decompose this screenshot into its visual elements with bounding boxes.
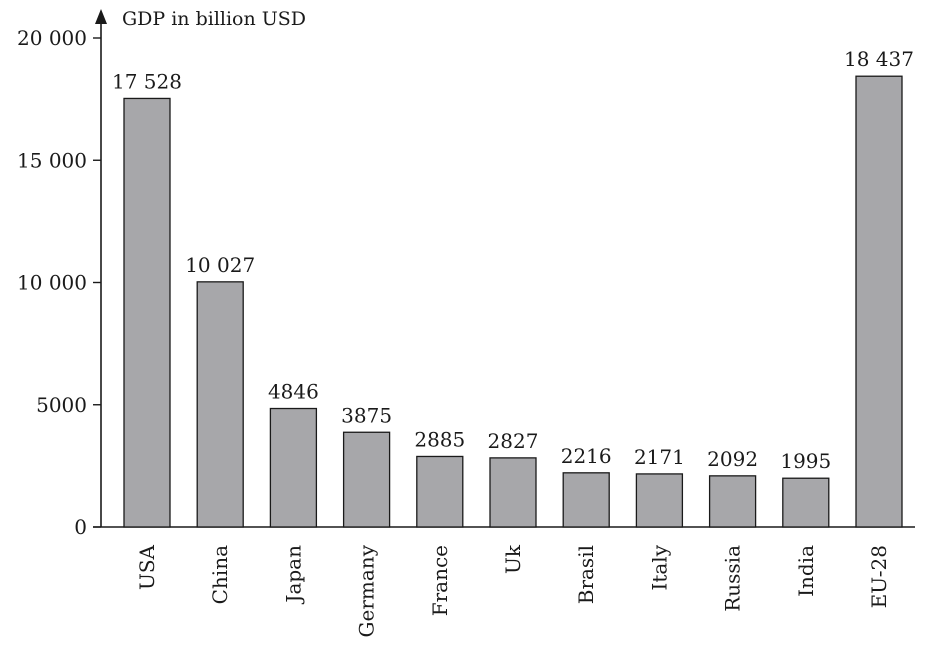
data-label: 2216: [561, 444, 612, 468]
x-tick-label: Japan: [281, 545, 305, 605]
category-labels: USA China Japan Germany France Uk Brasil Italy R…: [135, 544, 891, 637]
bar-uk: [489, 457, 537, 528]
bar-russia: [708, 475, 757, 528]
data-label: 2885: [414, 427, 465, 451]
y-axis-arrow-icon: [95, 9, 107, 24]
x-tick-label: USA: [135, 544, 159, 590]
x-tick-label: Russia: [721, 545, 745, 612]
y-tick-label: 5000: [36, 393, 87, 417]
data-label: 4846: [268, 380, 319, 404]
data-label: 18 437: [844, 47, 914, 71]
y-axis: GDP in billion USD: [95, 8, 306, 527]
x-tick-label: EU-28: [867, 545, 891, 608]
data-label: 2092: [707, 447, 758, 471]
x-tick-label: Brasil: [574, 545, 598, 604]
y-tick-label: 10 000: [17, 271, 87, 295]
data-label: 1995: [780, 449, 831, 473]
x-tick-label: India: [794, 545, 818, 597]
bar-india: [782, 477, 830, 528]
y-tick-label: 0: [74, 515, 87, 539]
x-tick-label: Uk: [501, 544, 525, 574]
x-tick-label: China: [208, 545, 232, 604]
y-axis-label: GDP in billion USD: [122, 8, 306, 30]
bar-japan: [269, 407, 318, 528]
data-label: 2171: [634, 445, 685, 469]
data-label: 17 528: [112, 69, 182, 93]
bar-usa: [123, 97, 171, 528]
y-tick-label: 15 000: [17, 148, 87, 172]
data-labels: 17 528 10 027 4846 3875 2885 2827 2216 2171 2092…: [112, 47, 914, 473]
x-tick-label: Germany: [355, 544, 379, 637]
bar-china: [196, 281, 244, 528]
y-tick-label: 20 000: [17, 26, 87, 50]
data-label: 2827: [488, 429, 539, 453]
bar-france: [416, 455, 464, 528]
x-tick-label: France: [428, 545, 452, 616]
bar-eu-28: [855, 75, 903, 528]
x-tick-label: Italy: [647, 544, 671, 590]
bar-germany: [342, 431, 391, 528]
data-label: 10 027: [185, 253, 255, 277]
bar-italy: [635, 473, 684, 528]
bars: [123, 75, 903, 528]
bar-brasil: [562, 472, 610, 528]
data-label: 3875: [341, 403, 392, 427]
y-ticks: 0 5000 10 000 15 000 20 000: [17, 26, 101, 539]
